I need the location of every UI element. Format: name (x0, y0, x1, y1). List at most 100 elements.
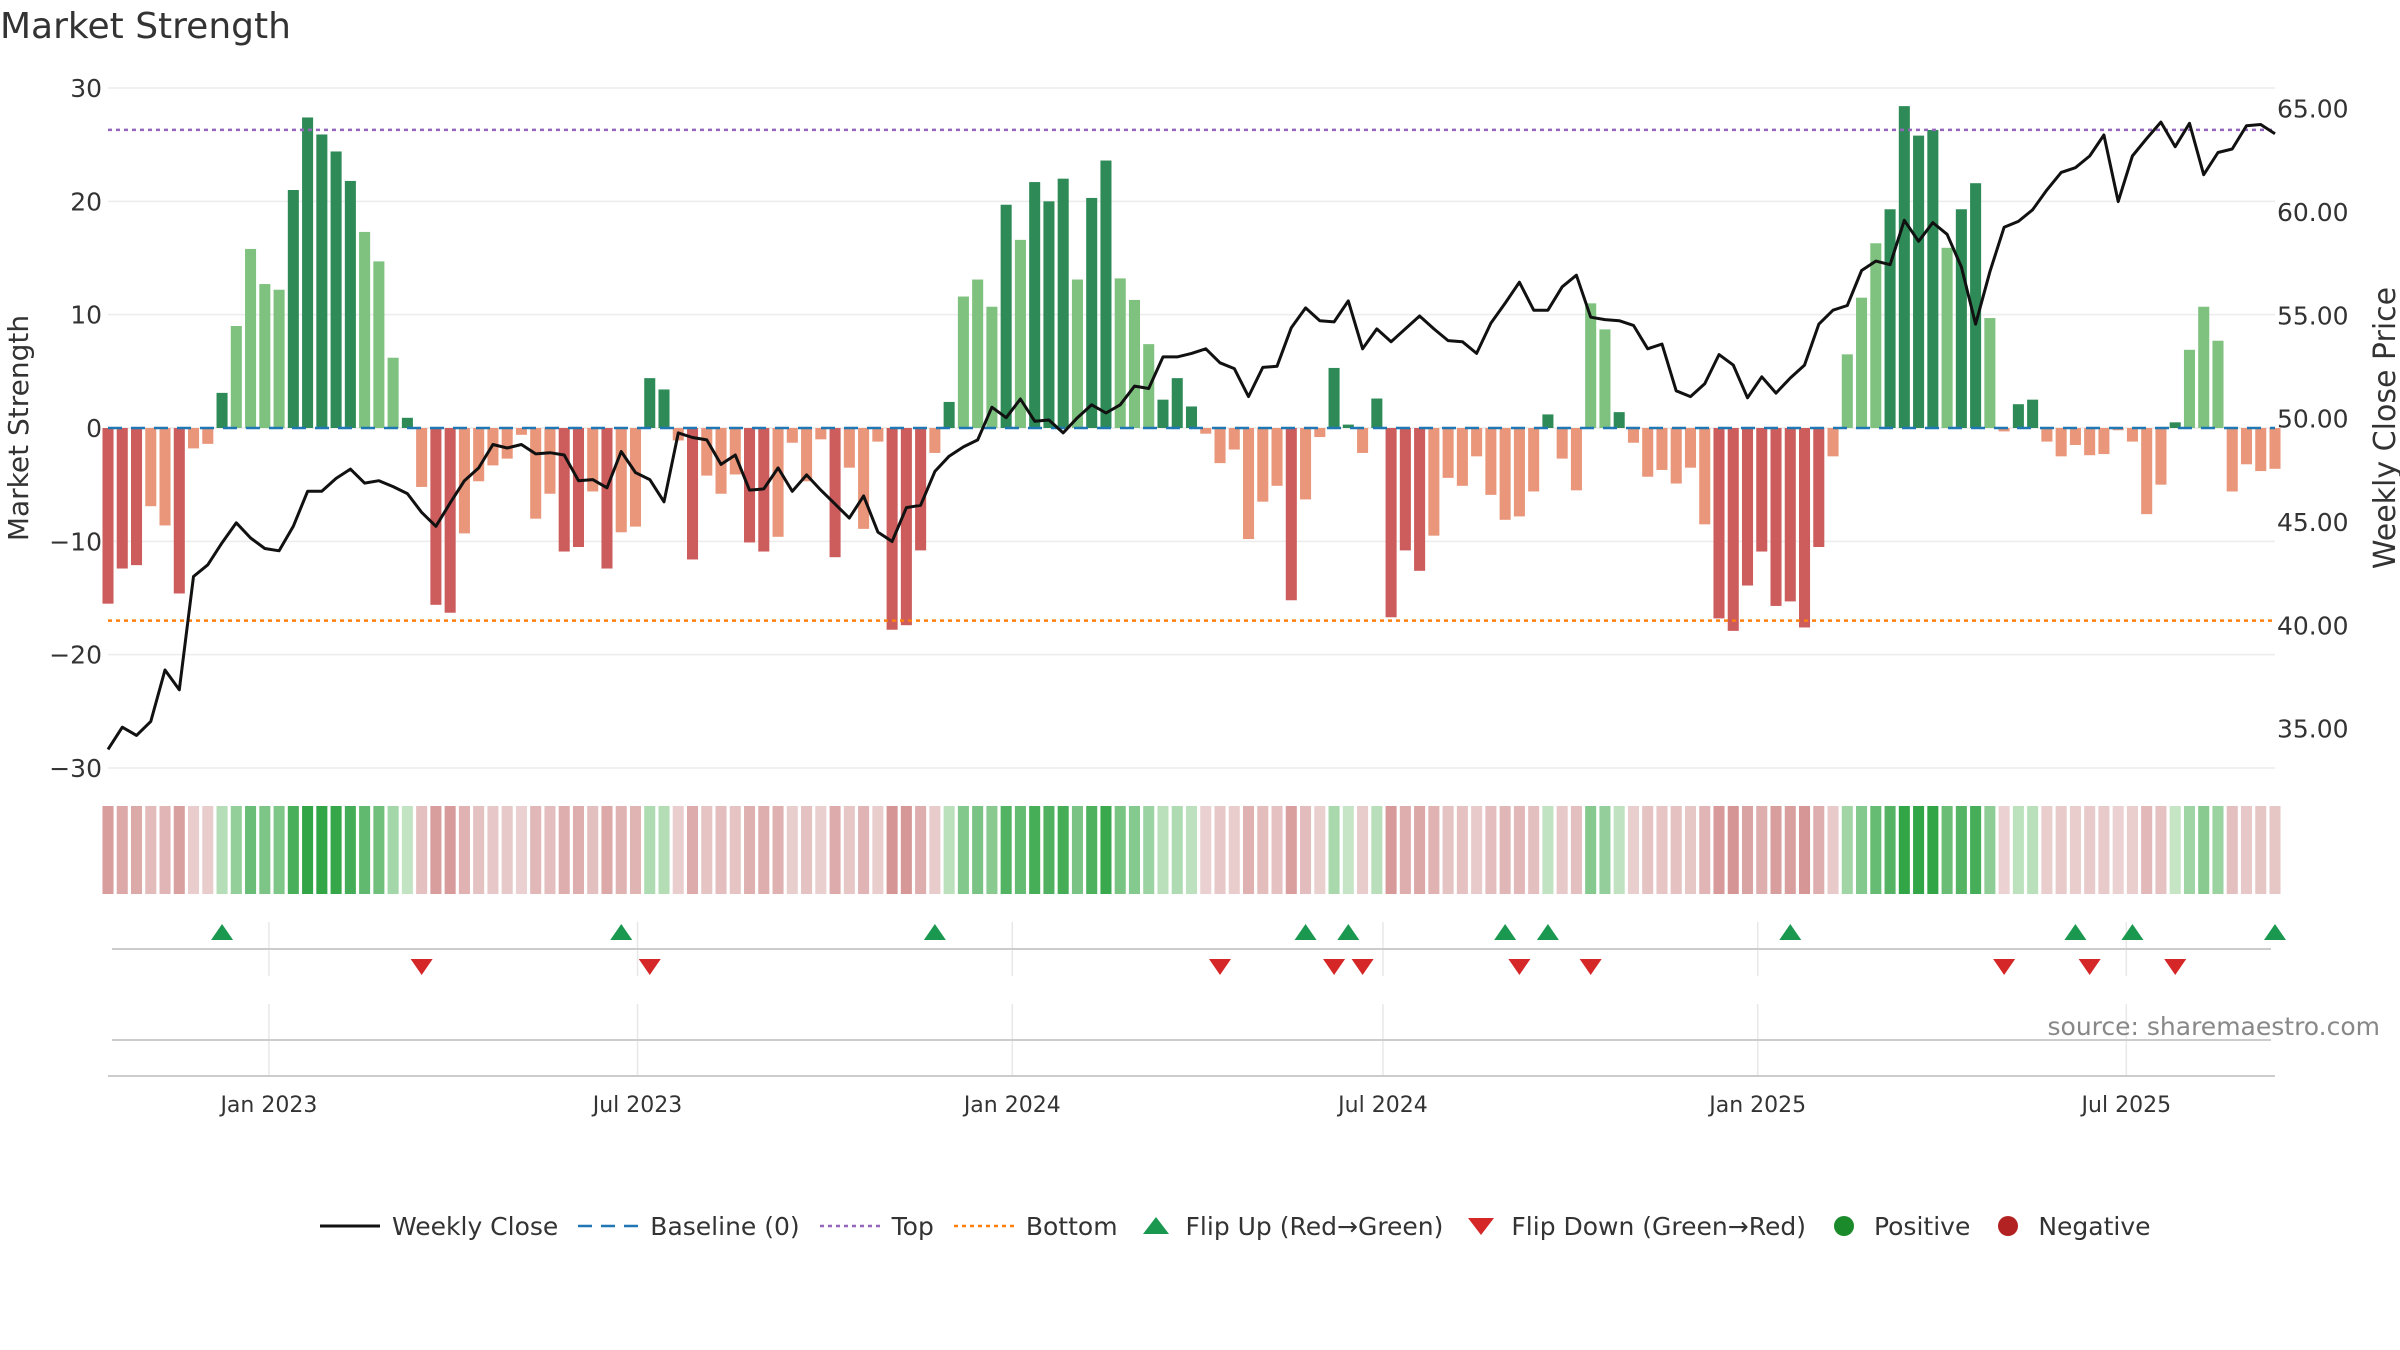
strength-bar (2069, 428, 2081, 445)
legend-label: Top (891, 1211, 934, 1241)
strength-bar (843, 428, 855, 468)
heat-cell (373, 806, 385, 894)
heat-cell (1970, 806, 1982, 894)
strength-bar (1442, 428, 1454, 478)
heat-cell (1385, 806, 1397, 894)
strength-bar (1371, 398, 1383, 428)
heat-cell (1314, 806, 1326, 894)
x-tick-label: Jan 2024 (962, 1093, 1061, 1118)
heat-cell (515, 806, 527, 894)
strength-bar (1599, 329, 1611, 428)
flip-down-marker (1993, 959, 2016, 975)
strength-bar (715, 428, 727, 494)
strength-bar (130, 428, 143, 566)
strength-bar (957, 296, 969, 428)
heat-cell (1228, 806, 1240, 894)
strength-bar (915, 428, 927, 551)
x-tick-label: Jul 2024 (1336, 1093, 1428, 1118)
strength-bar (1841, 354, 1853, 428)
strength-bar (216, 392, 228, 428)
strength-bar (330, 151, 342, 428)
strength-bar (772, 428, 784, 537)
strength-bar (1029, 182, 1041, 428)
strength-bar (644, 378, 656, 428)
strength-bar (1357, 428, 1369, 453)
heat-cell (1014, 806, 1026, 894)
strength-bar (744, 428, 756, 543)
heat-cell (1185, 806, 1198, 894)
legend-item-bottom: Bottom (953, 1212, 1118, 1241)
legend-dotted-line-icon (953, 1224, 1014, 1228)
flip-up-marker (211, 924, 234, 940)
strength-bar (2041, 428, 2053, 442)
strength-bar (2155, 428, 2167, 485)
heat-cell (430, 806, 442, 894)
heat-cell (2055, 806, 2067, 894)
strength-bar (416, 428, 428, 487)
heat-cell (287, 806, 299, 894)
strength-bar (1399, 428, 1411, 551)
strength-bar (829, 428, 841, 558)
strength-bar (1898, 106, 1910, 428)
heat-cell (1528, 806, 1540, 894)
heat-cell (530, 806, 542, 894)
strength-bar (729, 428, 741, 475)
strength-bar (2183, 349, 2195, 428)
strength-bar (1884, 209, 1896, 428)
grid-layer (108, 87, 2275, 1077)
strength-bar (515, 428, 527, 435)
strength-bar (1799, 428, 1811, 628)
y-tick-label: −20 (49, 641, 102, 670)
heat-cell (188, 806, 200, 894)
strength-bar (601, 428, 613, 569)
heat-cell (1214, 806, 1226, 894)
strength-bar (287, 190, 299, 428)
heat-cell (1485, 806, 1497, 894)
strength-bar (544, 428, 556, 494)
heat-cell (658, 806, 670, 894)
strength-bar (972, 279, 984, 428)
heat-cell (1799, 806, 1811, 894)
strength-bar (1157, 399, 1169, 428)
heat-cell (2084, 806, 2096, 894)
heat-cell (1884, 806, 1896, 894)
heat-cell (416, 806, 428, 894)
flip-down-marker (1209, 959, 1232, 975)
heat-cell (1157, 806, 1169, 894)
legend-item-flip-down: Flip Down (Green→Red) (1463, 1212, 1806, 1241)
flip-up-marker (2064, 924, 2087, 940)
y-tick-label: 30 (70, 74, 102, 103)
heat-cell (458, 806, 470, 894)
heat-cell (972, 806, 984, 894)
strength-bar (230, 326, 242, 428)
strength-bar (2098, 428, 2110, 455)
strength-bar (116, 428, 128, 569)
strength-bar (943, 401, 955, 428)
triangle-up-icon (1142, 1217, 1169, 1234)
strength-bar (801, 428, 813, 482)
strength-bar (1342, 424, 1354, 428)
heat-cell (1456, 806, 1468, 894)
strength-bar (259, 284, 271, 428)
heat-cell (1656, 806, 1668, 894)
y-tick-label: 10 (70, 301, 102, 330)
strength-bar (1813, 428, 1825, 547)
chart-title: Market Strength (0, 6, 291, 47)
heat-cell (1841, 806, 1853, 894)
heat-cell (2041, 806, 2053, 894)
strength-bar (1428, 428, 1440, 536)
y2-tick-label: 35.00 (2277, 715, 2349, 744)
strength-bar (2226, 428, 2238, 492)
strength-bar (1057, 178, 1069, 428)
y2-tick-label: 55.00 (2277, 301, 2349, 330)
y-tick-label: 20 (70, 187, 102, 216)
heat-cell (629, 806, 642, 894)
heat-cell (1684, 806, 1697, 894)
strength-bar (501, 428, 513, 459)
legend-item-positive: Positive (1826, 1212, 1970, 1241)
strength-bar (387, 357, 399, 428)
strength-bar (401, 417, 413, 428)
strength-bar (344, 180, 356, 428)
strength-bar (629, 428, 642, 527)
y2-tick-label: 60.00 (2277, 198, 2349, 227)
